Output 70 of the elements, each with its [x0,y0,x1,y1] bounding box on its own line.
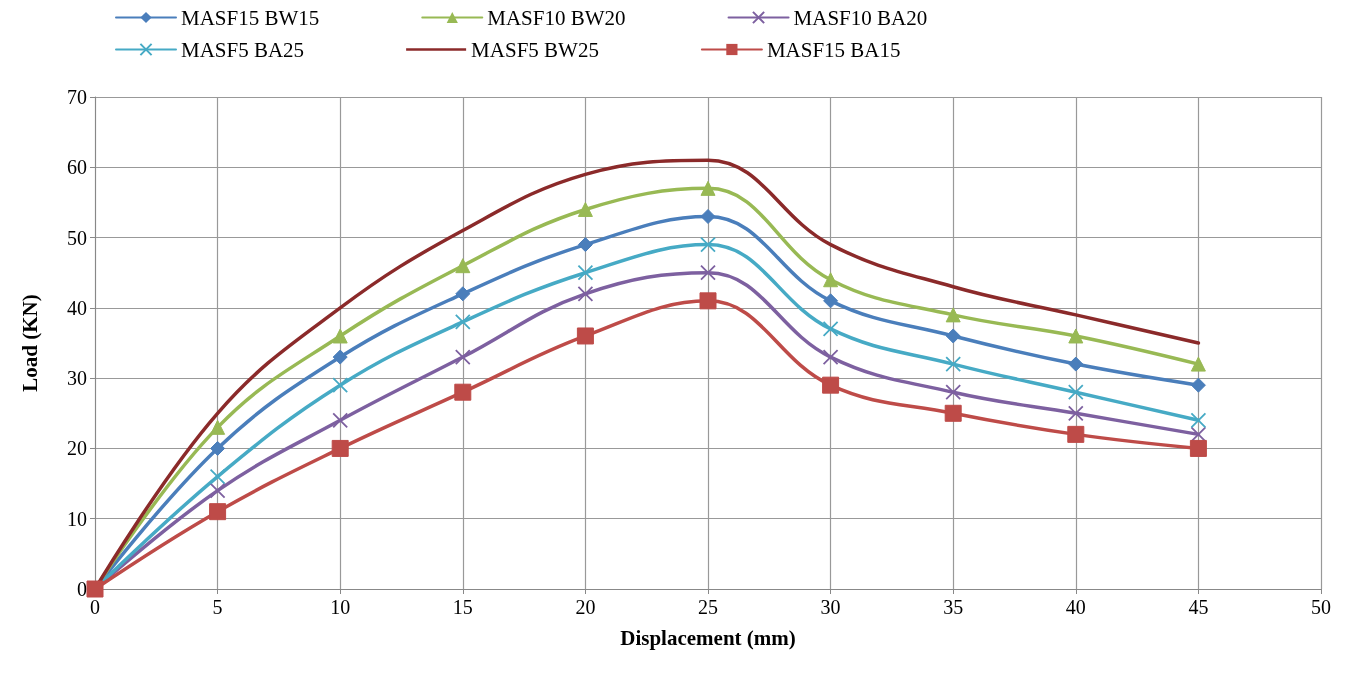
legend-label: MASF15 BA15 [766,37,943,62]
x-tick-label: 50 [1311,596,1331,618]
x-tick-label: 25 [698,596,718,618]
point [1190,377,1206,393]
point [1190,412,1207,429]
x-tick-label: 15 [452,596,473,618]
point [700,264,716,281]
x-tick-label: 5 [212,596,223,618]
legend-label: MASF10 BW20 [487,5,668,30]
x-tick-label: 40 [1065,596,1086,618]
point [454,383,472,401]
point [1067,405,1084,422]
point [700,236,716,253]
point [454,349,471,365]
point [1189,439,1207,457]
y-tick-label: 70 [67,86,87,108]
point [454,314,471,330]
y-tick-label: 30 [67,367,87,390]
y-axis-title: Load (KN) [17,294,42,392]
point [1190,356,1206,372]
y-tick-label: 10 [67,507,87,530]
x-axis-title: Displacement (mm) [620,625,796,650]
point [945,384,962,401]
legend-label: MASF15 BW15 [181,5,362,30]
point [332,377,349,394]
point [577,264,594,281]
x-tick-label: 20 [575,596,596,618]
point [331,439,349,457]
x-tick-label: 10 [330,596,351,618]
point [576,327,594,345]
y-tick-label: 60 [67,156,87,179]
y-tick-label: 40 [67,296,87,319]
point [1067,425,1085,443]
point [945,328,961,344]
point [332,328,348,344]
point [700,180,716,196]
x-tick-label: 30 [820,596,841,618]
point [699,292,717,310]
point [210,419,226,435]
point [209,468,226,485]
point [455,258,471,274]
point [944,404,962,422]
point [822,321,839,337]
point [945,356,962,372]
point [822,349,839,365]
point [332,412,349,429]
point [210,440,226,456]
legend-label: MASF5 BA25 [181,37,347,62]
point [823,272,839,288]
point [455,286,471,302]
y-tick-label: 0 [77,578,87,600]
point [822,376,840,394]
legend-label: MASF10 BA20 [793,5,970,30]
point [209,503,227,521]
point [209,482,226,499]
point [823,293,839,309]
point [945,307,961,323]
point [577,285,594,302]
x-tick-label: 35 [943,596,964,618]
point [332,349,348,365]
point [577,237,593,253]
point [700,208,716,224]
point [1068,328,1084,344]
point [1068,356,1084,372]
legend-label: MASF5 BW25 [471,37,641,62]
y-tick-label: 50 [67,226,87,249]
point [1067,384,1084,401]
x-tick-label: 45 [1188,596,1209,618]
y-tick-label: 20 [67,437,87,460]
point [577,201,593,217]
